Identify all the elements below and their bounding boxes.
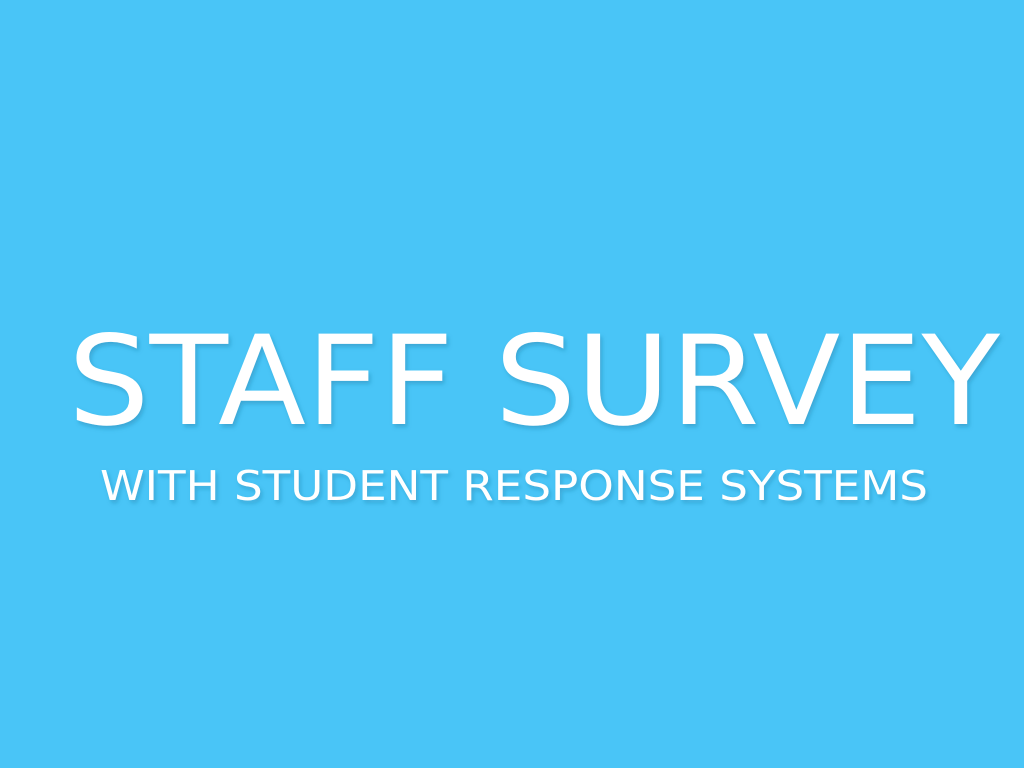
slide-title: STAFF SURVEY	[68, 310, 1000, 454]
slide-subtitle: WITH STUDENT RESPONSE SYSTEMS	[100, 462, 928, 510]
